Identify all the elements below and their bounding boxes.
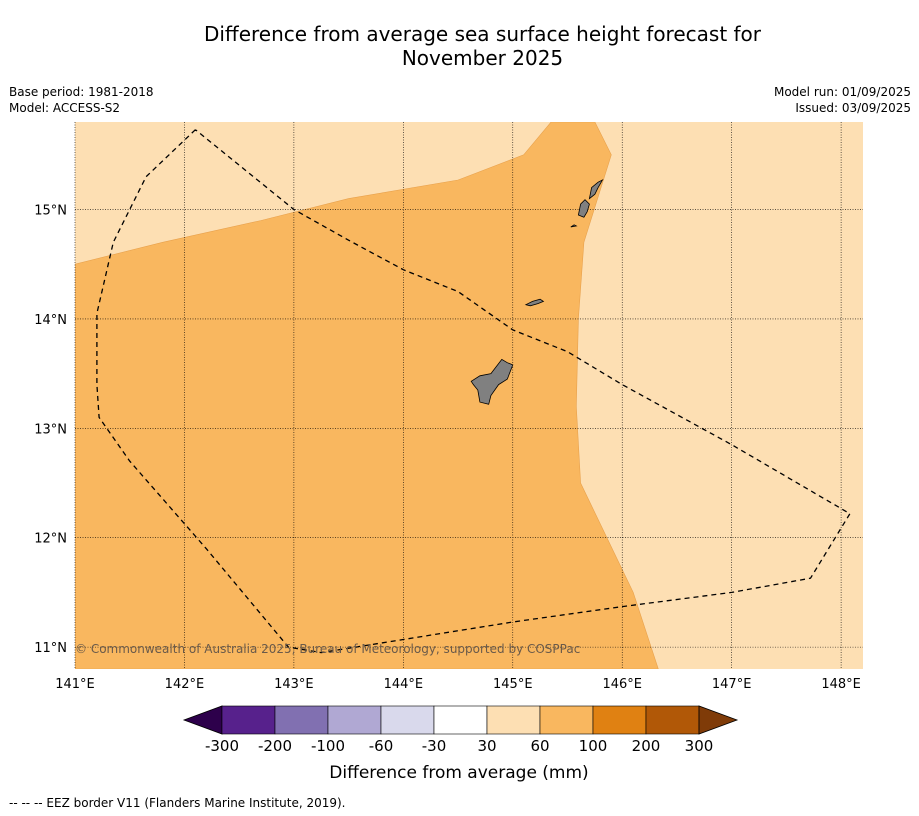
island-tinian [577,199,590,218]
colorbar-tick-label: -300 [205,737,239,755]
colorbar-tick-label: 300 [685,737,714,755]
colorbar: -300 -200 -100 -60 -30 30 60 100 200 300 [182,705,739,755]
colorbar-tick-label: 30 [477,737,496,755]
eez-border-line [96,129,851,654]
y-tick-label: 15°N [34,204,67,219]
colorbar-bin [592,705,647,735]
island-aguijan [570,224,578,228]
y-tick-label: 11°N [34,641,67,656]
anomaly-regions [75,122,659,669]
colorbar-bin [486,705,541,735]
y-tick-label: 13°N [34,422,67,437]
chart-title: Difference from average sea surface heig… [0,22,919,70]
copyright-text: © Commonwealth of Australia 2025, Bureau… [75,642,580,656]
metadata-right: Model run: 01/09/2025 Issued: 03/09/2025 [774,84,911,116]
island-rota [524,298,545,307]
colorbar-tick-label: 60 [530,737,549,755]
colorbar-bin [221,705,276,735]
y-axis-ticks: 15°N 14°N 13°N 12°N 11°N [34,204,67,657]
y-tick-label: 14°N [34,313,67,328]
colorbar-over-arrow [698,705,739,735]
x-tick-label: 147°E [712,677,752,692]
metadata-left: Base period: 1981-2018 Model: ACCESS-S2 [9,84,154,116]
colorbar-bin [645,705,700,735]
issued-text: Issued: 03/09/2025 [795,101,911,115]
x-tick-label: 144°E [384,677,424,692]
colorbar-tick-label: 200 [632,737,661,755]
region-60-100 [75,122,659,669]
model-text: Model: ACCESS-S2 [9,101,121,115]
model-run-text: Model run: 01/09/2025 [773,85,911,99]
colorbar-tick-label: -200 [258,737,292,755]
y-tick-label: 12°N [34,532,67,547]
island-saipan [588,179,604,200]
colorbar-label: Difference from average (mm) [329,763,588,783]
x-tick-label: 143°E [274,677,314,692]
colorbar-bin [327,705,382,735]
island-guam [470,358,514,405]
colorbar-tick-label: -30 [422,737,447,755]
colorbar-tick-label: -60 [369,737,394,755]
colorbar-tick-label: 100 [579,737,608,755]
base-period-text: Base period: 1981-2018 [9,85,154,99]
graticule [74,122,863,669]
x-tick-label: 141°E [55,677,95,692]
colorbar-under-arrow [182,705,223,735]
x-tick-label: 145°E [493,677,533,692]
land-masses [470,179,604,405]
chart-title-line-1: Difference from average sea surface heig… [203,22,762,46]
eez-border [96,129,851,654]
eez-footnote: -- -- -- EEZ border V11 (Flanders Marine… [9,796,346,810]
x-tick-label: 142°E [165,677,205,692]
colorbar-bin [433,705,488,735]
x-tick-label: 148°E [821,677,861,692]
chart-title-line-2: November 2025 [401,46,564,70]
colorbar-tick-label: -100 [311,737,345,755]
x-axis-ticks: 141°E 142°E 143°E 144°E 145°E 146°E 147°E 148°E [55,677,861,692]
colorbar-bin [274,705,329,735]
colorbar-bin [539,705,594,735]
colorbar-bin [380,705,435,735]
x-tick-label: 146°E [602,677,642,692]
